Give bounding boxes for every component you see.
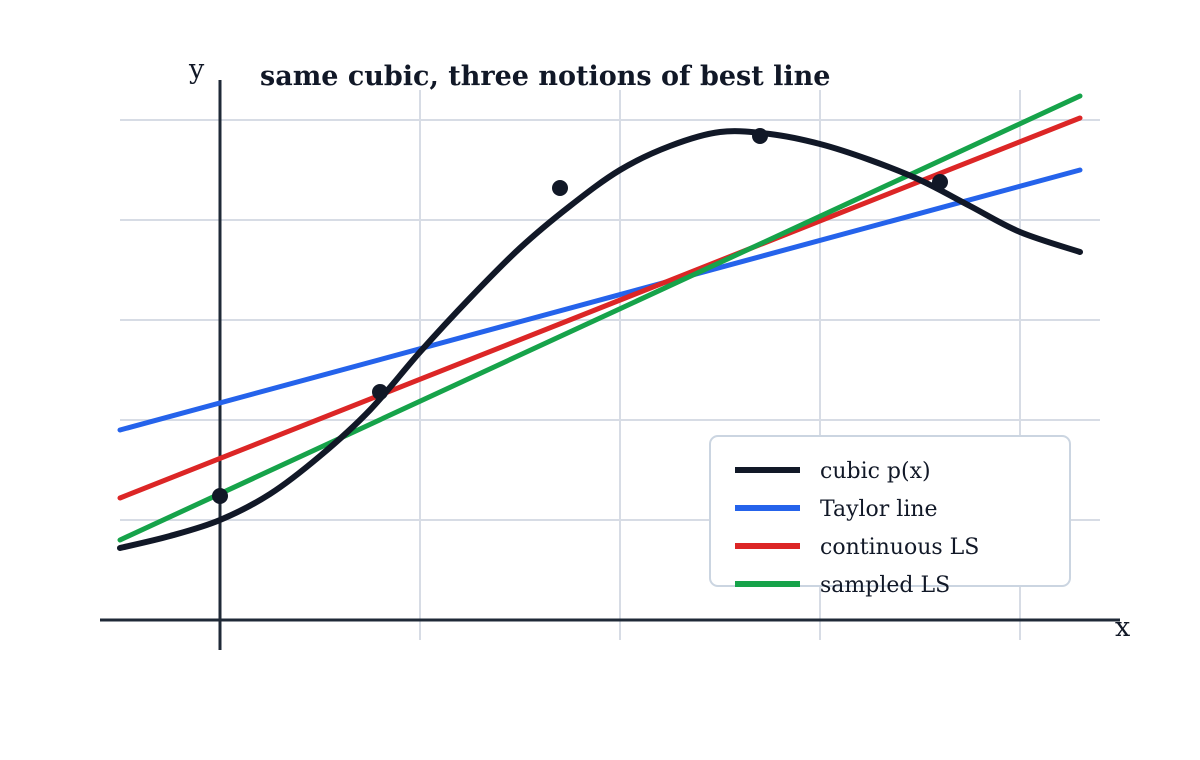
x-axis-label: x bbox=[1115, 612, 1130, 643]
sample-point bbox=[212, 488, 228, 504]
legend-label-taylor-line: Taylor line bbox=[820, 497, 938, 522]
sample-point bbox=[752, 128, 768, 144]
legend-label-cubic-p-x: cubic p(x) bbox=[820, 459, 931, 484]
y-axis-label: y bbox=[188, 54, 205, 85]
series-layer bbox=[117, 93, 1083, 551]
series-line-cubic-p-x bbox=[117, 128, 1083, 551]
series-line-taylor-line bbox=[117, 167, 1083, 433]
sample-point bbox=[372, 384, 388, 400]
sample-point bbox=[932, 174, 948, 190]
sample-point bbox=[552, 180, 568, 196]
series-line-sampled-ls bbox=[117, 93, 1083, 543]
grid bbox=[120, 90, 1100, 640]
legend-label-continuous-ls: continuous LS bbox=[820, 535, 979, 560]
legend-label-sampled-ls: sampled LS bbox=[820, 573, 950, 598]
sample-points bbox=[212, 128, 948, 504]
chart-title: same cubic, three notions of best line bbox=[260, 61, 830, 92]
legend: cubic p(x) Taylor line continuous LS sample… bbox=[709, 435, 1071, 598]
